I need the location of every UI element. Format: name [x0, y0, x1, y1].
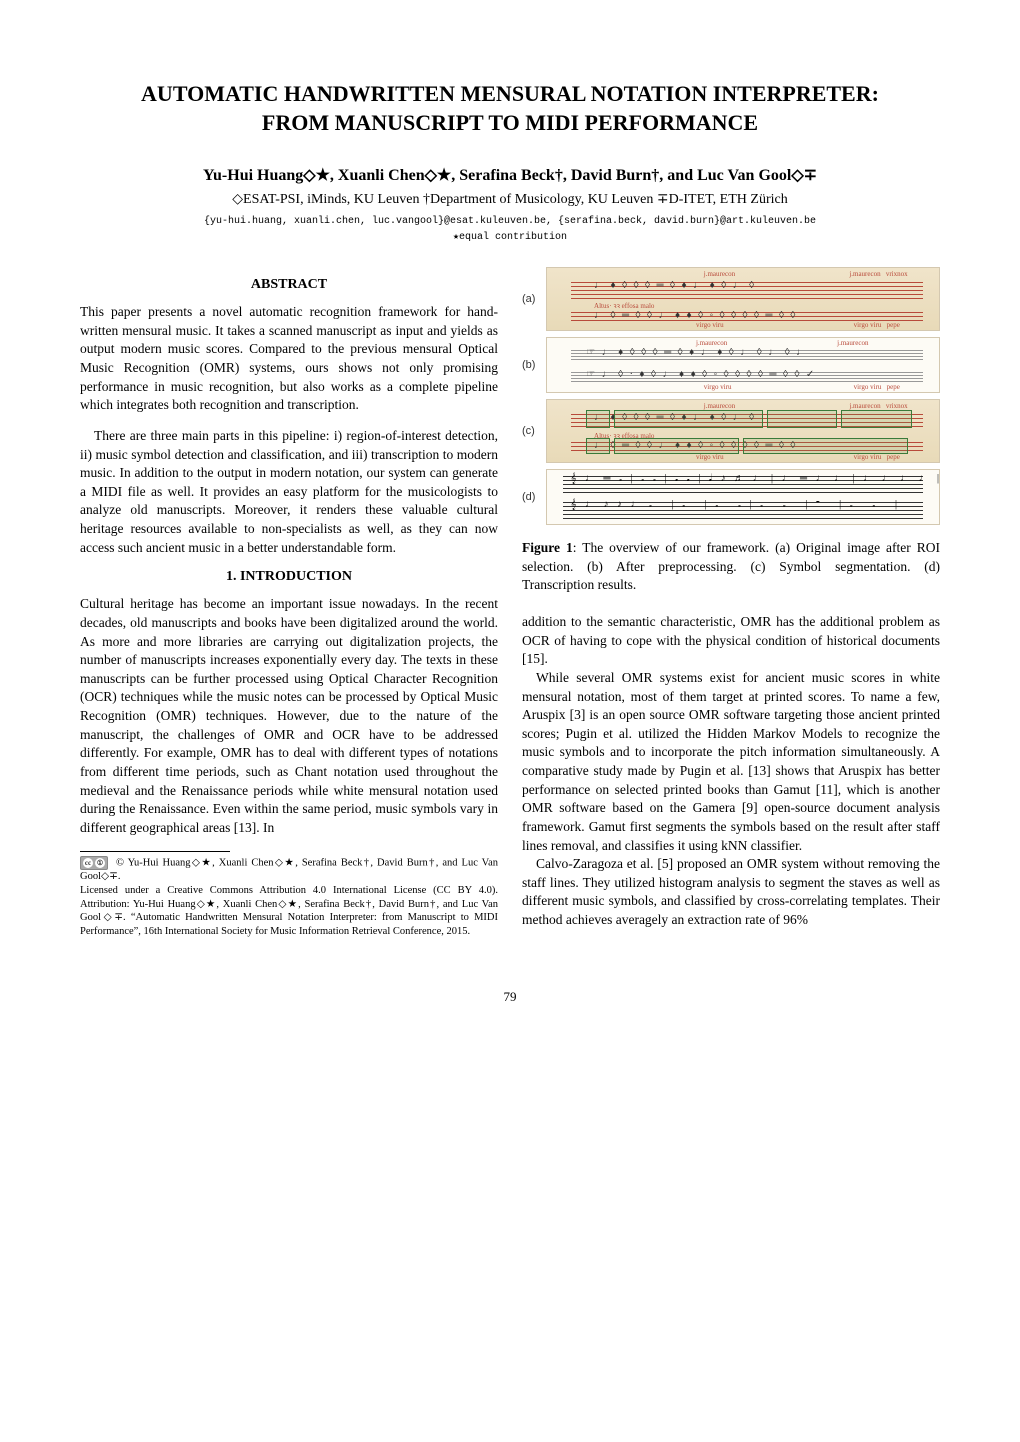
footnote-rule [80, 851, 230, 852]
affiliations: ◇ESAT-PSI, iMinds, KU Leuven †Department… [80, 191, 940, 208]
figure-caption-bold: Figure 1 [522, 540, 573, 555]
equal-contribution-note: ★equal contribution [80, 231, 940, 243]
by-icon: ① [95, 858, 105, 868]
cc-badge: cc ① [80, 856, 108, 870]
panel-label-c: (c) [522, 425, 546, 437]
abstract-paragraph-2: There are three main parts in this pipel… [80, 427, 498, 557]
authors: Yu-Hui Huang◇★, Xuanli Chen◇★, Serafina … [80, 165, 940, 185]
figure-caption-text: : The overview of our framework. (a) Ori… [522, 540, 940, 592]
copyright-line: © Yu-Hui Huang◇★, Xuanli Chen◇★, Serafin… [80, 858, 498, 883]
panel-image-c: j.maurecon j.maurecon vrixnox ♩ ♦ ◊ ◊ ◊ … [546, 399, 940, 463]
figure-1-panel-d: (d) 𝄞 ♩ ═ 𝅗 | 𝅗 𝅗 | 𝅘 𝅘 | 𝅘𝅥 ♪ ♬ ♩ | ♩ ═… [522, 469, 940, 525]
left-column: ABSTRACT This paper presents a novel aut… [80, 267, 498, 939]
figure-1-panel-c: (c) j.maurecon j.maurecon vrixnox ♩ ♦ ◊ … [522, 399, 940, 463]
figure-1-caption: Figure 1: The overview of our framework.… [522, 539, 940, 595]
col2-paragraph-3: Calvo-Zaragoza et al. [5] proposed an OM… [522, 855, 940, 930]
cc-icon: cc [83, 858, 93, 868]
panel-image-d: 𝄞 ♩ ═ 𝅗 | 𝅗 𝅗 | 𝅘 𝅘 | 𝅘𝅥 ♪ ♬ ♩ | ♩ ═ ♩ ♩… [546, 469, 940, 525]
copyright-block: cc ① © Yu-Hui Huang◇★, Xuanli Chen◇★, Se… [80, 856, 498, 884]
figure-1-panel-b: (b) j.maurecon j.maurecon ☞ ♩ ♦ ◊ ◊ ◊ ═ … [522, 337, 940, 393]
col2-paragraph-2: While several OMR systems exist for anci… [522, 669, 940, 855]
page-number: 79 [80, 989, 940, 1005]
introduction-paragraph-1: Cultural heritage has become an importan… [80, 595, 498, 837]
figure-1: (a) j.maurecon j.maurecon vrixnox ♩ ♦ ◊ … [522, 267, 940, 525]
panel-image-b: j.maurecon j.maurecon ☞ ♩ ♦ ◊ ◊ ◊ ═ ◊ ♦ … [546, 337, 940, 393]
right-column: (a) j.maurecon j.maurecon vrixnox ♩ ♦ ◊ … [522, 267, 940, 939]
panel-label-d: (d) [522, 491, 546, 503]
panel-label-b: (b) [522, 359, 546, 371]
emails: {yu-hui.huang, xuanli.chen, luc.vangool}… [80, 216, 940, 227]
abstract-heading: ABSTRACT [80, 277, 498, 293]
col2-paragraph-1: addition to the semantic characteristic,… [522, 613, 940, 669]
introduction-heading: 1. INTRODUCTION [80, 569, 498, 585]
figure-1-panel-a: (a) j.maurecon j.maurecon vrixnox ♩ ♦ ◊ … [522, 267, 940, 331]
panel-label-a: (a) [522, 293, 546, 305]
panel-image-a: j.maurecon j.maurecon vrixnox ♩ ♦ ◊ ◊ ◊ … [546, 267, 940, 331]
title-line-2: FROM MANUSCRIPT TO MIDI PERFORMANCE [262, 110, 758, 135]
abstract-paragraph-1: This paper presents a novel automatic re… [80, 303, 498, 415]
license-text: Licensed under a Creative Commons Attrib… [80, 884, 498, 939]
title-line-1: AUTOMATIC HANDWRITTEN MENSURAL NOTATION … [141, 81, 879, 106]
